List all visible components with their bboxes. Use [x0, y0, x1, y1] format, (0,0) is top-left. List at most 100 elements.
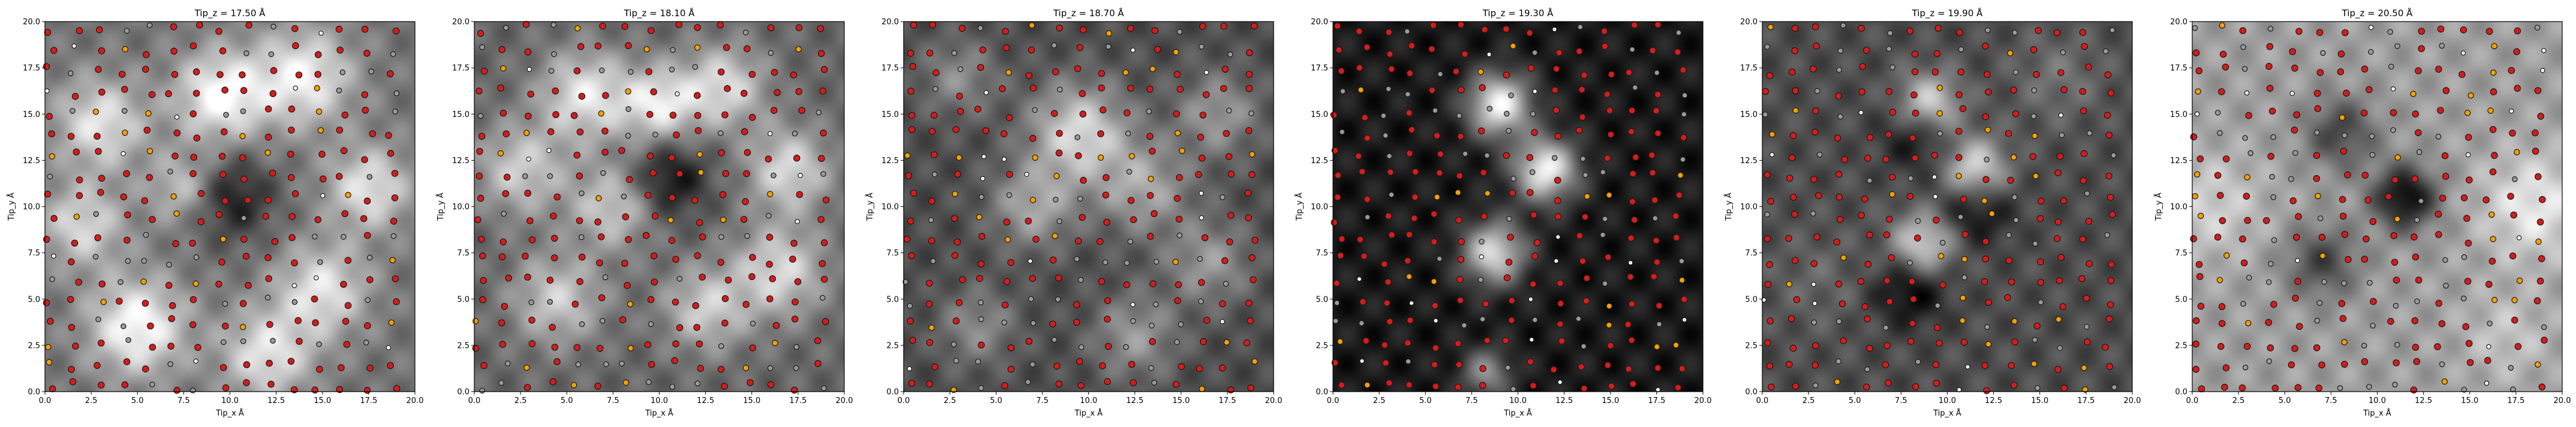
atom-marker	[1625, 69, 1633, 76]
atom-marker	[1479, 381, 1486, 389]
atom-marker	[576, 278, 583, 285]
atom-marker	[1793, 296, 1801, 303]
atom-marker	[98, 280, 106, 288]
atom-marker	[1982, 176, 1990, 184]
atom-marker	[287, 357, 295, 365]
atom-marker	[1130, 47, 1136, 53]
atom-marker	[1932, 361, 1940, 368]
atom-marker	[931, 112, 938, 119]
atom-marker	[479, 44, 485, 50]
atom-marker	[672, 340, 679, 348]
atom-marker	[2195, 67, 2203, 74]
atom-marker	[768, 131, 773, 137]
atom-marker	[1127, 197, 1134, 205]
atom-marker	[765, 155, 772, 163]
atom-marker	[571, 300, 579, 308]
atom-marker	[1653, 107, 1660, 115]
y-tick-label: 10.0	[23, 203, 40, 212]
atom-marker	[1510, 43, 1516, 49]
atom-marker	[1652, 215, 1659, 221]
chart-title: Tip_z = 19.30 Å	[1482, 7, 1554, 19]
atom-marker	[1505, 258, 1513, 266]
atom-marker	[717, 21, 724, 29]
atom-marker	[2411, 317, 2419, 324]
atom-marker	[316, 341, 322, 347]
atom-marker	[366, 364, 374, 372]
atom-marker	[1906, 193, 1914, 200]
atom-marker	[955, 299, 963, 306]
atom-marker	[2294, 278, 2301, 285]
atom-marker	[288, 234, 296, 241]
atom-marker	[2057, 69, 2065, 76]
atom-marker	[1959, 317, 1966, 324]
atom-marker	[2508, 67, 2515, 74]
atom-marker	[478, 133, 486, 140]
atom-marker	[598, 294, 606, 302]
atom-marker	[2366, 384, 2372, 390]
atom-marker	[1436, 255, 1443, 262]
atom-marker	[1362, 337, 1370, 344]
atom-marker	[1227, 212, 1235, 219]
atom-marker	[148, 91, 156, 98]
atom-marker	[2394, 342, 2400, 348]
atom-marker	[692, 64, 699, 70]
atom-marker	[2412, 253, 2419, 261]
atom-marker	[476, 148, 483, 155]
atom-marker	[189, 239, 196, 247]
y-tick-label: 5.0	[1745, 295, 1758, 304]
atom-marker	[2415, 67, 2422, 74]
atom-marker	[222, 300, 228, 307]
atom-marker	[2195, 88, 2201, 95]
atom-marker	[820, 130, 827, 137]
atom-marker	[928, 237, 935, 245]
atom-marker	[1654, 21, 1662, 28]
atom-marker	[2340, 148, 2348, 155]
atom-marker	[926, 339, 934, 346]
atom-marker	[1356, 236, 1364, 243]
atom-marker	[143, 231, 149, 238]
atom-marker	[1461, 322, 1467, 329]
atom-marker	[1227, 52, 1233, 58]
x-tick-label: 10.0	[1080, 396, 1097, 405]
x-tick-label: 20.0	[407, 396, 424, 405]
atom-marker	[1484, 190, 1491, 197]
atom-marker	[1931, 68, 1939, 76]
atom-marker	[2415, 276, 2422, 284]
atom-marker	[499, 238, 507, 246]
atom-marker	[1532, 89, 1537, 94]
atom-marker	[1251, 358, 1258, 365]
atom-marker	[748, 71, 756, 78]
atom-marker	[1606, 107, 1614, 114]
atom-marker	[2361, 342, 2367, 349]
atom-marker	[2507, 193, 2514, 200]
atom-marker	[814, 337, 821, 344]
atom-marker	[2291, 345, 2298, 352]
x-tick-label: 12.5	[697, 396, 714, 405]
atom-marker	[2442, 173, 2449, 180]
atom-marker	[2038, 197, 2045, 205]
atom-marker	[1098, 278, 1106, 285]
atom-marker	[1885, 379, 1892, 387]
atom-marker	[2488, 257, 2496, 265]
atom-marker	[387, 362, 394, 369]
atom-marker	[1812, 300, 1817, 306]
chart-panel-2: 0.0 2.5 5.0 7.5 10.0 12.5 15.0 17.5 20.00.02.55.…	[436, 7, 853, 418]
atom-marker	[1005, 69, 1012, 76]
x-tick-label: 20.0	[1695, 396, 1712, 405]
atom-marker	[2541, 336, 2548, 344]
atom-marker	[2435, 231, 2442, 238]
x-tick-label: 2.5	[1802, 396, 1815, 405]
atom-marker	[742, 198, 749, 205]
atom-marker	[2460, 50, 2466, 56]
y-tick-label: 0.0	[1745, 388, 1758, 397]
chart-title: Tip_z = 17.50 Å	[194, 7, 266, 19]
atom-marker	[2442, 87, 2450, 94]
atom-marker	[2390, 232, 2398, 239]
atom-marker	[647, 27, 655, 34]
atom-marker	[1103, 315, 1111, 323]
y-axis-label: Tip_y Å	[2154, 193, 2163, 221]
atom-marker	[1889, 173, 1896, 181]
atom-marker	[264, 196, 272, 204]
atom-marker	[1812, 342, 1819, 350]
atom-marker	[2296, 323, 2303, 330]
